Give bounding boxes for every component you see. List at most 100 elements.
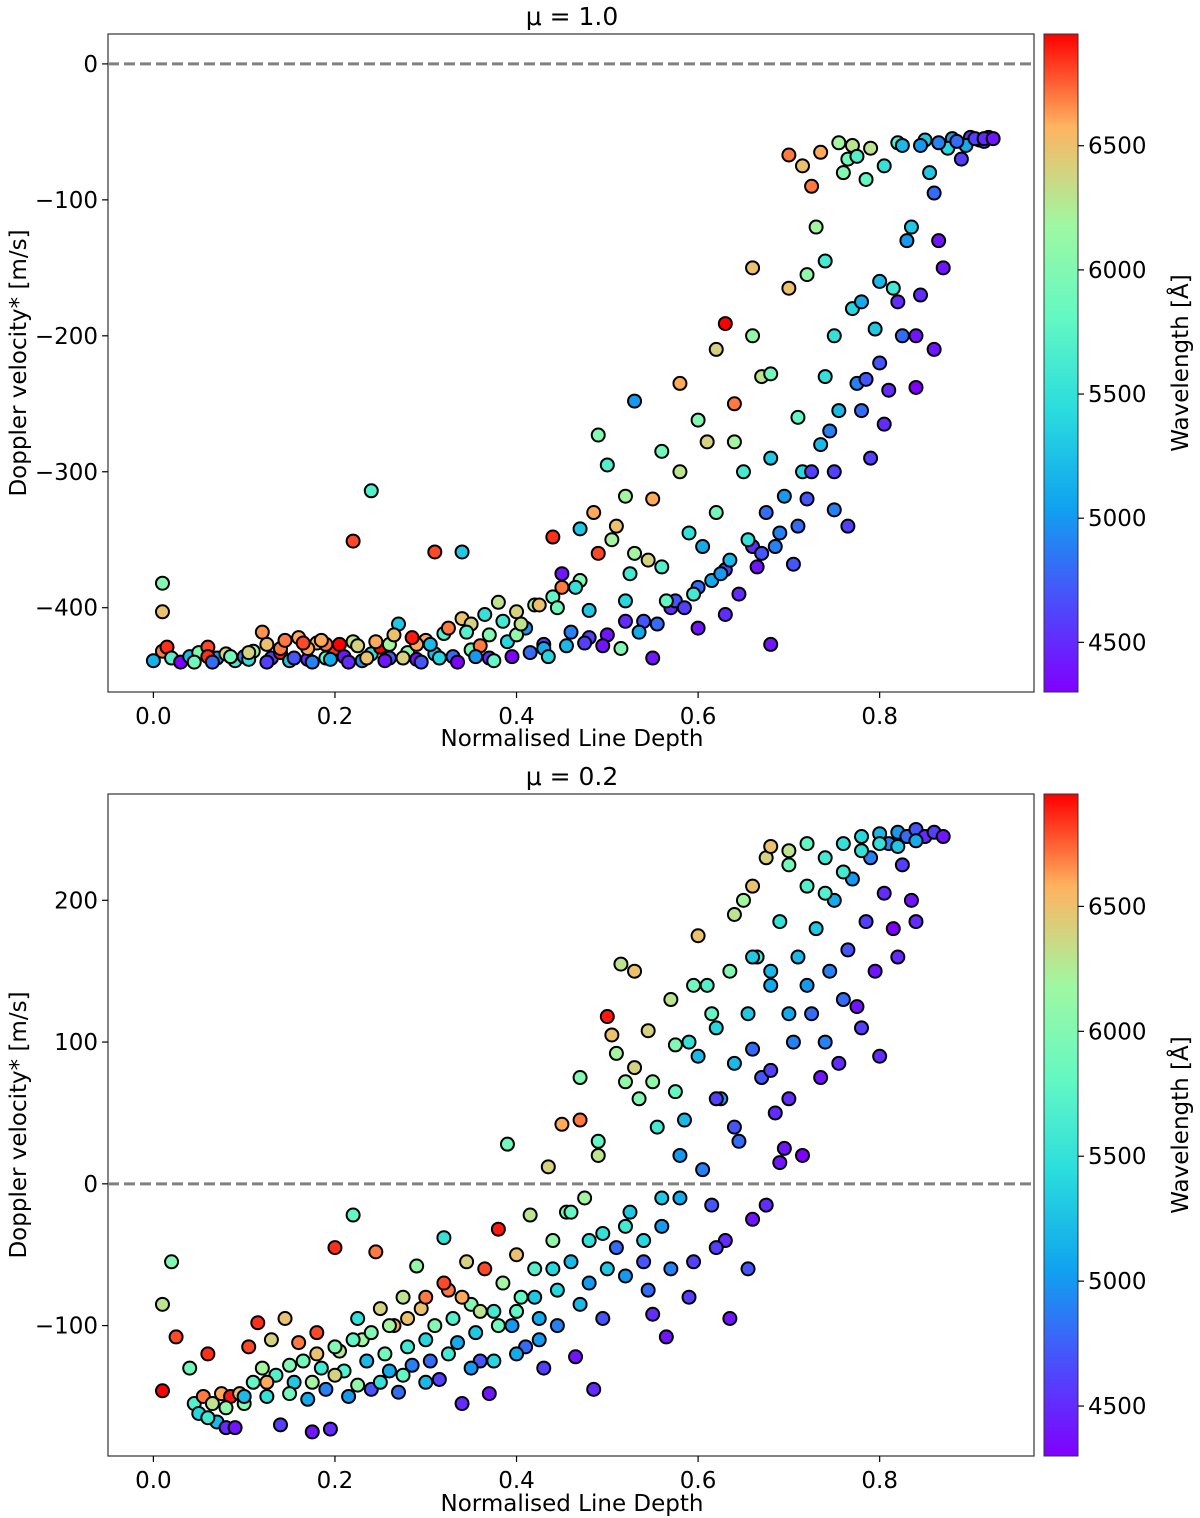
scatter-point (563, 1204, 579, 1220)
scatter-point (799, 878, 815, 894)
scatter-point (785, 556, 801, 572)
y-tick-label: −300 (35, 460, 98, 486)
scatter-point (599, 1009, 615, 1025)
scatter-point (454, 1289, 470, 1305)
scatter-point (908, 328, 924, 344)
scatter-point (481, 627, 497, 643)
panel-bottom-axes: 0.0 0.2 0.4 0.6 0.8 −100 0 100 200 (35, 888, 898, 1494)
scatter-point (254, 1360, 270, 1376)
scatter-point (817, 850, 833, 866)
scatter-point (890, 949, 906, 965)
scatter-point (763, 963, 779, 979)
scatter-point (200, 1346, 216, 1362)
scatter-point (309, 1346, 325, 1362)
scatter-point (735, 892, 751, 908)
x-tick-label: 0.8 (861, 1468, 898, 1494)
scatter-point (931, 233, 947, 249)
scatter-point (935, 829, 951, 845)
panel-bottom-ylabel: Doppler velocity* [m/s] (6, 991, 32, 1258)
scatter-point (204, 654, 220, 670)
scatter-point (667, 1084, 683, 1100)
scatter-point (817, 1034, 833, 1050)
scatter-point (490, 1221, 506, 1237)
scatter-point (681, 1034, 697, 1050)
scatter-point (450, 1335, 466, 1351)
scatter-point (745, 1211, 761, 1227)
scatter-point (754, 545, 770, 561)
scatter-point (726, 906, 742, 922)
scatter-point (781, 857, 797, 873)
scatter-point (599, 457, 615, 473)
scatter-point (667, 1037, 683, 1053)
scatter-point (822, 963, 838, 979)
panel-top-xlabel: Normalised Line Depth (441, 726, 704, 752)
x-tick-label: 0.6 (680, 704, 717, 730)
scatter-point (876, 158, 892, 174)
scatter-point (935, 260, 951, 276)
scatter-point (577, 1190, 593, 1206)
scatter-point (922, 165, 938, 181)
scatter-point (263, 1332, 279, 1348)
scatter-point (418, 1374, 434, 1390)
scatter-point (395, 1367, 411, 1383)
scatter-point (704, 1197, 720, 1213)
scatter-point (872, 273, 888, 289)
scatter-point (835, 992, 851, 1008)
scatter-point (781, 280, 797, 296)
x-tick-label: 0.2 (317, 704, 354, 730)
scatter-point (731, 586, 747, 602)
scatter-point (595, 1225, 611, 1241)
scatter-point (745, 328, 761, 344)
scatter-point (322, 651, 338, 667)
scatter-point (708, 341, 724, 357)
scatter-point (427, 544, 443, 560)
scatter-point (654, 443, 670, 459)
scatter-point (250, 1315, 266, 1331)
scatter-point (627, 393, 643, 409)
scatter-point (745, 260, 761, 276)
scatter-point (790, 409, 806, 425)
scatter-point (381, 1318, 397, 1334)
y-tick-label: −400 (35, 596, 98, 622)
scatter-point (572, 1070, 588, 1086)
scatter-point (509, 1303, 525, 1319)
scatter-point (672, 464, 688, 480)
colorbar-tick-label: 4500 (1088, 630, 1147, 656)
scatter-point (913, 137, 929, 153)
scatter-point (640, 552, 656, 568)
scatter-point (463, 1360, 479, 1376)
scatter-point (894, 137, 910, 153)
scatter-point (218, 1400, 234, 1416)
scatter-point (531, 1332, 547, 1348)
scatter-point (586, 505, 602, 521)
scatter-point (645, 1306, 661, 1322)
scatter-point (645, 491, 661, 507)
scatter-point (854, 829, 870, 845)
scatter-point (359, 1353, 375, 1369)
scatter-point (200, 1410, 216, 1426)
panel-top-colorbar-label: Wavelength [Å] (1166, 274, 1194, 451)
panel-bottom-colorbar-ticks: 4500 5000 5500 6000 6500 (1078, 894, 1147, 1420)
scatter-point (831, 1055, 847, 1071)
scatter-point (522, 645, 538, 661)
scatter-point (427, 1318, 443, 1334)
scatter-point (767, 539, 783, 555)
scatter-point (854, 294, 870, 310)
scatter-point (858, 371, 874, 387)
scatter-point (894, 857, 910, 873)
scatter-point (431, 1371, 447, 1387)
scatter-point (549, 1318, 565, 1334)
scatter-point (227, 1420, 243, 1436)
scatter-point (436, 1275, 452, 1291)
scatter-point (513, 616, 529, 632)
panel-top-colorbar-ticks: 4500 5000 5500 6000 6500 (1078, 134, 1147, 656)
scatter-point (876, 885, 892, 901)
scatter-point (168, 1329, 184, 1345)
scatter-point (763, 636, 779, 652)
scatter-point (617, 593, 633, 609)
scatter-point (726, 1055, 742, 1071)
scatter-point (531, 597, 547, 613)
scatter-point (368, 1244, 384, 1260)
panel-top-plot-frame (107, 33, 1035, 693)
